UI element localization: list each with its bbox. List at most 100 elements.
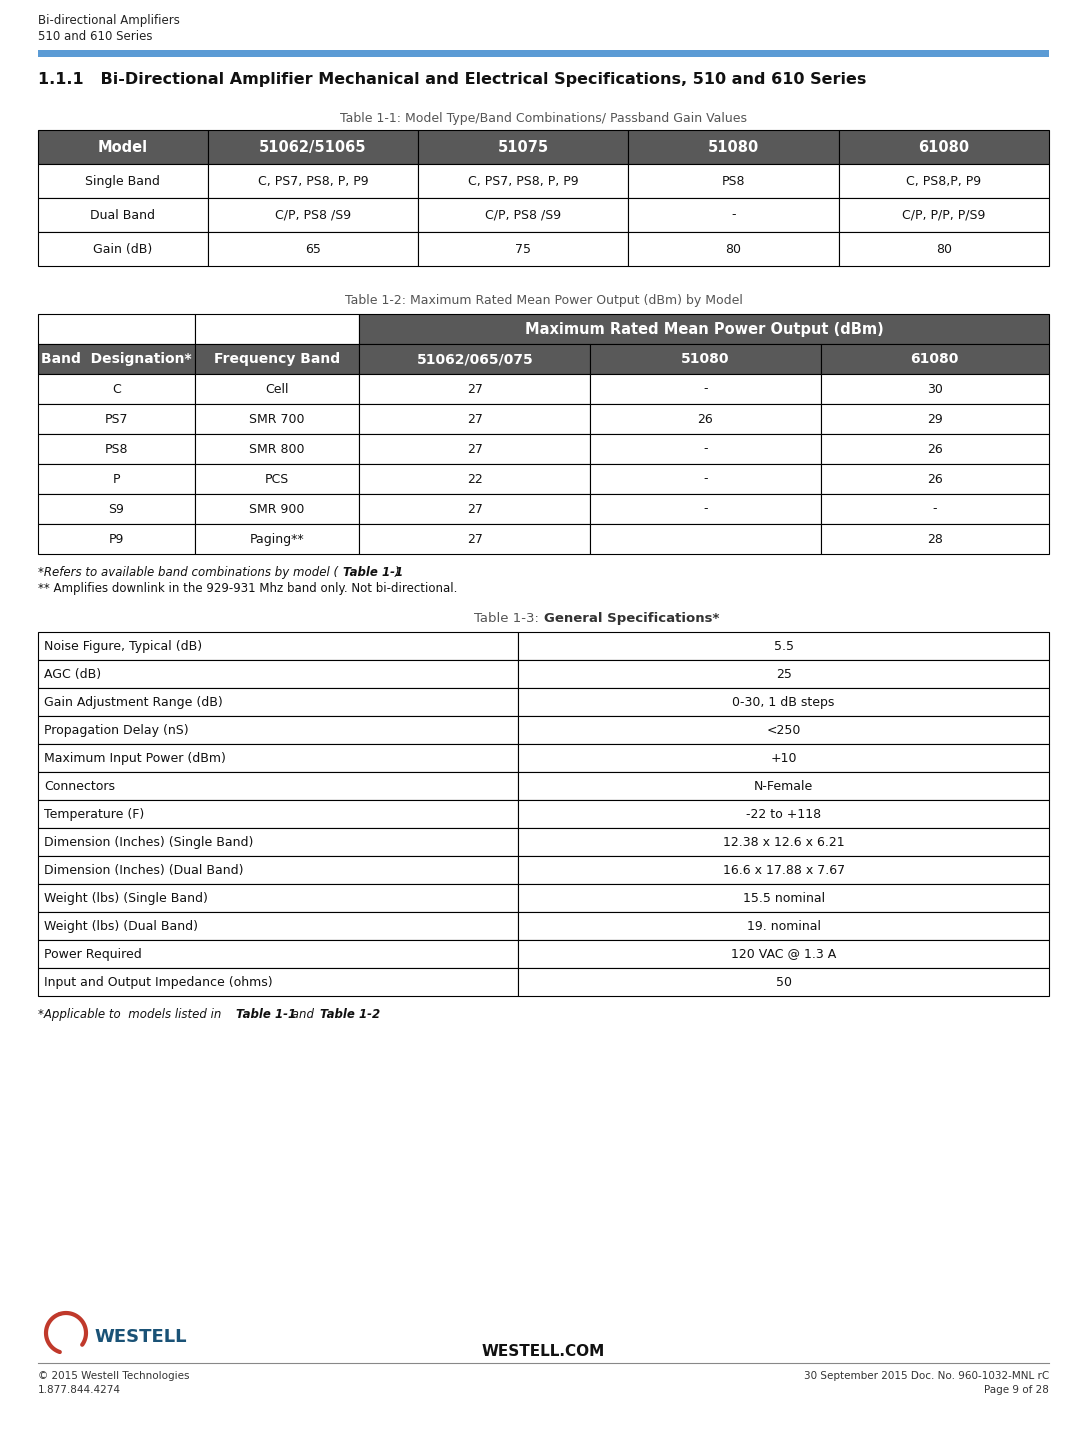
Text: 80: 80 bbox=[936, 243, 952, 256]
Text: Frequency Band: Frequency Band bbox=[214, 352, 340, 366]
Bar bbox=[38, 660, 518, 687]
Bar bbox=[360, 314, 1049, 344]
Text: 5.5: 5.5 bbox=[774, 640, 794, 653]
Text: 26: 26 bbox=[927, 473, 942, 486]
Bar bbox=[590, 464, 821, 494]
Text: AGC (dB): AGC (dB) bbox=[43, 667, 101, 680]
Text: WESTELL.COM: WESTELL.COM bbox=[482, 1345, 605, 1359]
Text: 51075: 51075 bbox=[498, 140, 549, 154]
Bar bbox=[38, 940, 518, 967]
Bar bbox=[821, 344, 1049, 374]
Text: Noise Figure, Typical (dB): Noise Figure, Typical (dB) bbox=[43, 640, 202, 653]
Bar bbox=[821, 524, 1049, 554]
Text: -: - bbox=[703, 383, 708, 396]
Text: 15.5 nominal: 15.5 nominal bbox=[742, 892, 825, 905]
Text: Paging**: Paging** bbox=[250, 533, 304, 546]
Text: Table 1-2: Table 1-2 bbox=[320, 1007, 380, 1020]
Bar bbox=[360, 344, 590, 374]
Text: 50: 50 bbox=[776, 976, 791, 989]
Text: 29: 29 bbox=[927, 413, 942, 426]
Text: Dimension (Inches) (Single Band): Dimension (Inches) (Single Band) bbox=[43, 836, 253, 849]
Bar bbox=[518, 940, 1049, 967]
Bar bbox=[38, 524, 195, 554]
Text: 30 September 2015 Doc. No. 960-1032-MNL rC: 30 September 2015 Doc. No. 960-1032-MNL … bbox=[803, 1370, 1049, 1380]
Text: SMR 900: SMR 900 bbox=[249, 503, 304, 516]
Bar bbox=[518, 912, 1049, 940]
Bar bbox=[38, 827, 518, 856]
Text: C, PS7, PS8, P, P9: C, PS7, PS8, P, P9 bbox=[258, 174, 368, 187]
Bar bbox=[590, 404, 821, 434]
Bar bbox=[628, 130, 839, 164]
Bar bbox=[195, 434, 360, 464]
Bar bbox=[821, 464, 1049, 494]
Text: <250: <250 bbox=[766, 723, 801, 736]
Text: 51062/51065: 51062/51065 bbox=[259, 140, 366, 154]
Bar bbox=[195, 494, 360, 524]
Text: Propagation Delay (nS): Propagation Delay (nS) bbox=[43, 723, 189, 736]
Bar bbox=[38, 50, 1049, 57]
Bar bbox=[590, 344, 821, 374]
Bar bbox=[38, 716, 518, 745]
Text: *Applicable to  models listed in: *Applicable to models listed in bbox=[38, 1007, 225, 1020]
Text: 30: 30 bbox=[927, 383, 942, 396]
Text: Model: Model bbox=[98, 140, 148, 154]
Text: 61080: 61080 bbox=[919, 140, 970, 154]
Bar bbox=[38, 687, 518, 716]
Text: 16.6 x 17.88 x 7.67: 16.6 x 17.88 x 7.67 bbox=[723, 863, 845, 876]
Bar bbox=[518, 967, 1049, 996]
Text: 25: 25 bbox=[776, 667, 791, 680]
Bar bbox=[195, 524, 360, 554]
Text: General Specifications*: General Specifications* bbox=[544, 612, 719, 624]
Text: -22 to +118: -22 to +118 bbox=[746, 807, 821, 820]
Text: Table 1-2: Maximum Rated Mean Power Output (dBm) by Model: Table 1-2: Maximum Rated Mean Power Outp… bbox=[345, 294, 742, 307]
Text: 51062/065/075: 51062/065/075 bbox=[416, 352, 533, 366]
Bar bbox=[38, 745, 518, 772]
Bar bbox=[418, 199, 628, 231]
Bar bbox=[518, 885, 1049, 912]
Text: Temperature (F): Temperature (F) bbox=[43, 807, 145, 820]
Bar bbox=[38, 912, 518, 940]
Bar bbox=[418, 130, 628, 164]
Bar bbox=[208, 199, 418, 231]
Text: Input and Output Impedance (ohms): Input and Output Impedance (ohms) bbox=[43, 976, 273, 989]
Text: Gain Adjustment Range (dB): Gain Adjustment Range (dB) bbox=[43, 696, 223, 709]
Bar bbox=[821, 434, 1049, 464]
Text: 27: 27 bbox=[466, 443, 483, 456]
Bar bbox=[518, 716, 1049, 745]
Bar bbox=[821, 494, 1049, 524]
Bar bbox=[360, 494, 590, 524]
Bar bbox=[839, 199, 1049, 231]
Bar bbox=[195, 404, 360, 434]
Text: SMR 700: SMR 700 bbox=[249, 413, 304, 426]
Bar bbox=[590, 494, 821, 524]
Text: and: and bbox=[288, 1007, 317, 1020]
Bar bbox=[195, 314, 360, 344]
Text: PCS: PCS bbox=[265, 473, 289, 486]
Bar bbox=[360, 524, 590, 554]
Text: Connectors: Connectors bbox=[43, 779, 115, 793]
Text: 27: 27 bbox=[466, 383, 483, 396]
Bar bbox=[38, 434, 195, 464]
Bar bbox=[418, 231, 628, 266]
Text: C/P, P/P, P/S9: C/P, P/P, P/S9 bbox=[902, 209, 986, 221]
Bar bbox=[38, 404, 195, 434]
Text: 0-30, 1 dB steps: 0-30, 1 dB steps bbox=[733, 696, 835, 709]
Bar bbox=[590, 524, 821, 554]
Text: *Refers to available band combinations by model (: *Refers to available band combinations b… bbox=[38, 566, 338, 579]
Bar bbox=[38, 199, 208, 231]
Text: Dimension (Inches) (Dual Band): Dimension (Inches) (Dual Band) bbox=[43, 863, 243, 876]
Text: © 2015 Westell Technologies: © 2015 Westell Technologies bbox=[38, 1370, 189, 1380]
Text: Table 1-1: Table 1-1 bbox=[343, 566, 403, 579]
Text: 27: 27 bbox=[466, 503, 483, 516]
Bar bbox=[38, 967, 518, 996]
Bar bbox=[628, 199, 839, 231]
Text: ).: ). bbox=[395, 566, 403, 579]
Bar bbox=[208, 231, 418, 266]
Text: Band  Designation*: Band Designation* bbox=[41, 352, 191, 366]
Text: PS7: PS7 bbox=[104, 413, 128, 426]
Bar bbox=[38, 164, 208, 199]
Text: 1.1.1   Bi-Directional Amplifier Mechanical and Electrical Specifications, 510 a: 1.1.1 Bi-Directional Amplifier Mechanica… bbox=[38, 71, 866, 87]
Text: 27: 27 bbox=[466, 413, 483, 426]
Text: -: - bbox=[703, 473, 708, 486]
Text: P9: P9 bbox=[109, 533, 124, 546]
